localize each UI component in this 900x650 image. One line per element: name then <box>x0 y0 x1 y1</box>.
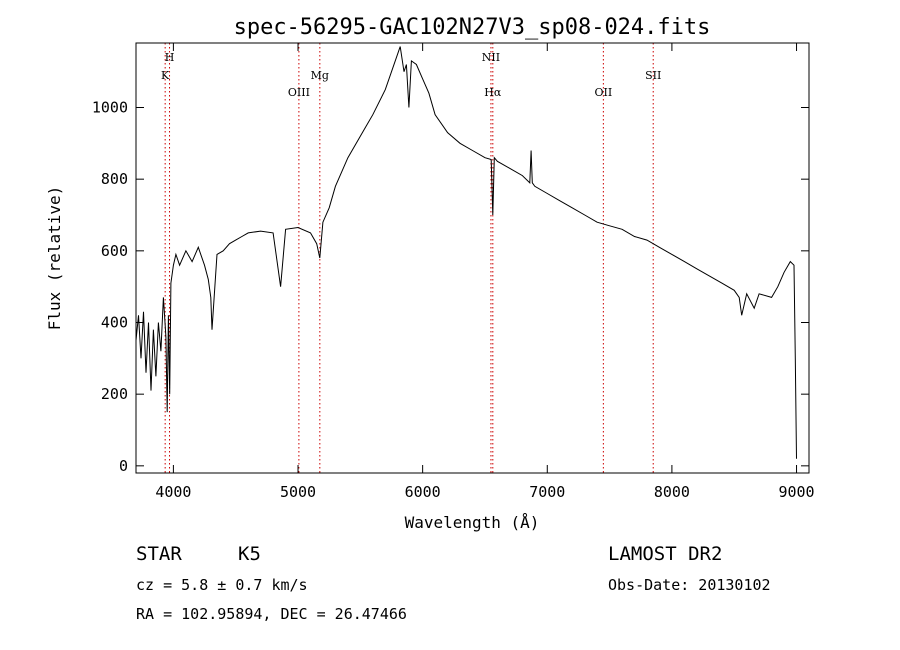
y-axis-label: Flux (relative) <box>45 186 64 331</box>
reference-line-label: Hα <box>484 86 502 99</box>
x-axis-label: Wavelength (Å) <box>405 513 540 532</box>
x-tick-label: 5000 <box>280 483 316 501</box>
x-axis-ticks: 4000 5000 6000 7000 8000 9000 <box>155 43 815 501</box>
x-tick-label: 9000 <box>778 483 814 501</box>
x-tick-label: 8000 <box>654 483 690 501</box>
x-tick-label: 4000 <box>155 483 191 501</box>
x-tick-label: 7000 <box>529 483 565 501</box>
survey-name: LAMOST DR2 <box>608 543 722 565</box>
reference-line-label: K <box>161 69 170 82</box>
y-tick-label: 800 <box>101 170 128 188</box>
reference-line-label: NII <box>482 51 500 64</box>
spectrum-line <box>135 46 797 459</box>
chart-title: spec-56295-GAC102N27V3_sp08-024.fits <box>234 15 711 40</box>
reference-line-label: Mg <box>311 69 329 82</box>
y-axis-ticks: 0 200 400 600 800 1000 <box>92 99 809 475</box>
y-tick-label: 1000 <box>92 99 128 117</box>
object-subclass: K5 <box>238 543 261 565</box>
redshift-cz: cz = 5.8 ± 0.7 km/s <box>136 576 308 594</box>
y-tick-label: 400 <box>101 314 128 332</box>
y-tick-label: 0 <box>119 457 128 475</box>
coordinates: RA = 102.95894, DEC = 26.47466 <box>136 605 407 623</box>
plot-frame <box>135 42 810 474</box>
reference-line-label: H <box>165 51 175 64</box>
y-tick-label: 200 <box>101 385 128 403</box>
reference-line-label: OII <box>595 86 613 99</box>
object-class: STAR <box>136 543 182 565</box>
reference-line-label: OIII <box>288 86 310 99</box>
reference-line-label: SII <box>645 69 661 82</box>
observation-date: Obs-Date: 20130102 <box>608 576 771 594</box>
y-tick-label: 600 <box>101 242 128 260</box>
x-tick-label: 6000 <box>405 483 441 501</box>
